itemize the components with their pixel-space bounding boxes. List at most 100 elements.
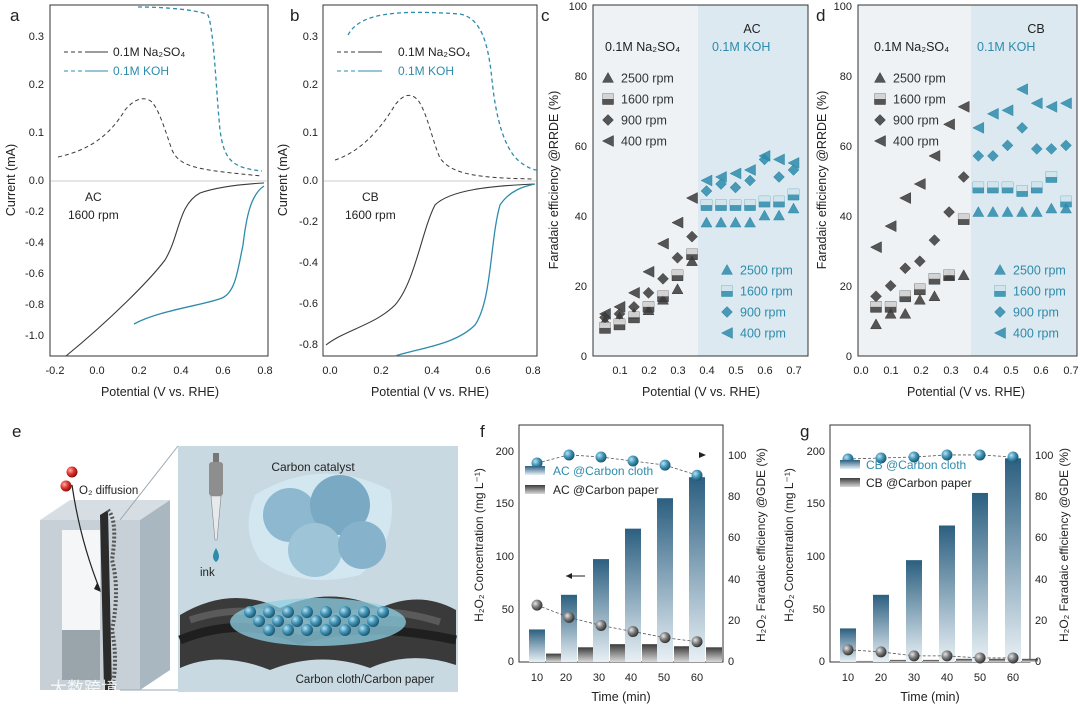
bar-carbon-cloth [689,477,705,662]
data-point-900-rpm [957,171,970,183]
catalyst-sphere [244,606,256,618]
ink-label: ink [200,567,215,579]
legend-paper: AC @Carbon paper [553,483,659,497]
bar-carbon-paper [674,646,690,662]
y-ticks-left: 0 50 100 150 200 [496,446,514,668]
x-tick: 0.1 [883,365,898,377]
legend-cloth: CB @Carbon cloth [866,458,966,472]
x-tick: 0.6 [1033,365,1048,377]
y-axis-right-label: H₂O₂ Faradaic efficiency @GDE (%) [1057,448,1071,642]
data-point-1600-rpm-highlight [773,196,785,202]
legend-label: 400 rpm [893,135,939,149]
electrolyte-na2so4: 0.1M Na₂SO₄ [874,40,949,54]
x-tick: 30 [593,672,605,684]
data-point-2500-rpm [913,293,926,305]
legend-label: 400 rpm [740,327,786,341]
y-tick: 40 [1035,574,1047,586]
y-ticks: 0 20 40 60 80 100 [834,1,852,363]
data-point-2500-rpm [972,206,985,217]
data-point-2500-rpm [773,209,785,221]
x-tick: 0.6 [475,365,490,377]
data-point-400-rpm [943,118,955,131]
left-axis-arrowhead [566,573,572,579]
catalyst-sphere [339,606,351,618]
legend-marker [874,71,886,83]
data-point-1600-rpm-highlight [1060,196,1072,202]
y-tick: 100 [807,551,825,563]
data-point-900-rpm [987,150,999,162]
legend-label: 400 rpm [1013,327,1059,341]
data-point-2500-rpm [729,216,742,228]
y-tick: 0 [1035,656,1041,668]
data-point-400-rpm [869,241,882,254]
data-point-1600-rpm-highlight [715,199,727,206]
data-point-900-rpm [671,251,684,264]
legend-marker [721,263,733,275]
fe-point-cloth [974,449,986,461]
data-point-2500-rpm [899,307,912,319]
x-tick: 0.3 [670,365,685,377]
legend-label: 900 rpm [1013,306,1059,320]
x-tick: -0.2 [46,365,65,377]
y-tick: 0.1 [303,127,318,139]
catalyst-particle [338,521,386,569]
data-point-1600-rpm-highlight [1045,171,1057,177]
y-tick: -0.2 [299,216,318,228]
panel-label-c: c [541,6,550,25]
data-point-1600-rpm-highlight [657,290,669,297]
data-point-1600-rpm-highlight [643,301,654,307]
legend-cloth: AC @Carbon cloth [553,464,653,478]
data-point-1600-rpm-highlight [599,322,611,328]
data-point-1600-rpm-highlight [686,248,698,255]
panel-g: g CB @Carbon cloth CB @Carbon paper 0 50… [782,422,1071,704]
data-point-1600-rpm-highlight [928,273,940,279]
x-tick: 0.4 [424,365,439,377]
legend-koh: 2500 rpm 1600 rpm 900 rpm 400 rpm [720,263,793,341]
legend-label: 900 rpm [621,114,667,128]
legend-swatch-cloth [525,466,545,475]
o2-molecule-icon [60,480,72,492]
x-tick: 40 [625,672,637,684]
data-point-400-rpm [729,167,742,180]
x-ticks: 10 20 30 40 50 60 [842,672,1019,684]
data-point-900-rpm [928,234,941,247]
y-tick: -0.8 [299,339,318,351]
bar-carbon-paper [546,653,562,662]
data-point-400-rpm [743,164,756,176]
annotation-material: AC [85,190,102,204]
data-point-1600-rpm-highlight [958,213,970,220]
legend-swatch-paper [840,478,860,487]
legend-label: 2500 rpm [740,264,793,278]
legend-label: 1600 rpm [893,93,946,107]
data-point-1600-rpm-highlight [614,318,625,325]
legend-marker-highlight [721,285,733,291]
bar-carbon-cloth [625,528,641,662]
koh-solid-curve [394,183,536,357]
bar-carbon-cloth [972,492,988,662]
y-tick: 40 [728,574,740,586]
data-points [869,83,1072,330]
catalyst-sphere [263,624,275,636]
bar-carbon-cloth [939,525,955,662]
y-tick: -0.2 [25,206,44,218]
x-tick: 50 [658,672,670,684]
x-tick: 0.6 [757,365,772,377]
x-tick: 10 [531,672,543,684]
data-point-2500-rpm [986,206,999,217]
data-point-1600-rpm-highlight [1002,182,1014,188]
panel-b: b 0.1M Na₂SO₄ 0.1M KOH CB 1600 rpm 0.3 0… [276,4,541,399]
x-tick: 0.6 [215,365,230,377]
y-tick: 100 [1035,450,1053,462]
data-point-2500-rpm [686,255,698,266]
x-tick: 0.8 [525,365,540,377]
y-tick: 40 [575,211,587,223]
y-tick: 0 [819,656,825,668]
shade-koh [971,5,1077,356]
faradaic-efficiency-points [842,449,1019,664]
fe-point-paper [563,611,575,623]
y-ticks: 0.3 0.2 0.1 0.0 -0.2 -0.4 -0.6 -0.8 [299,31,318,351]
na2so4-dashed-curve [57,98,263,177]
x-tick: 0.5 [728,365,743,377]
data-point-900-rpm [870,290,882,303]
annotation-rpm: 1600 rpm [68,208,119,222]
